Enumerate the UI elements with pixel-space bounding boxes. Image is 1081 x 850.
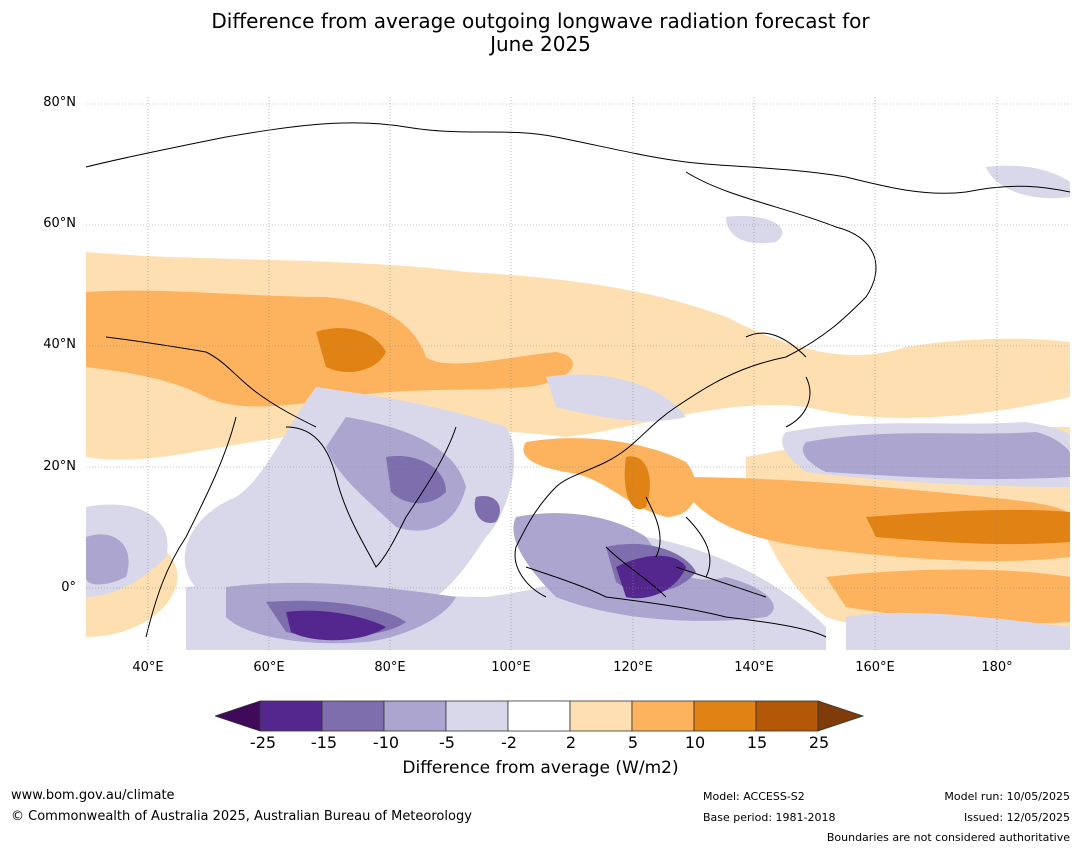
colorbar-tick: 15 bbox=[746, 733, 768, 752]
colorbar-swatch bbox=[569, 700, 633, 732]
lon-label-60e: 60°E bbox=[253, 660, 285, 675]
colorbar-tick: -15 bbox=[310, 733, 338, 752]
website-link[interactable]: www.bom.gov.au/climate bbox=[11, 788, 175, 803]
colorbar-tick: 5 bbox=[627, 733, 639, 752]
disclaimer-text: Boundaries are not considered authoritat… bbox=[826, 831, 1070, 844]
lon-label-180: 180° bbox=[981, 660, 1013, 675]
lon-label-80e: 80°E bbox=[374, 660, 406, 675]
title-line-2: June 2025 bbox=[490, 32, 591, 56]
colorbar-tick: -5 bbox=[439, 733, 455, 752]
colorbar-tick: 10 bbox=[684, 733, 706, 752]
chart-title: Difference from average outgoing longwav… bbox=[0, 10, 1081, 56]
base-period-text: Base period: 1981-2018 bbox=[703, 811, 836, 824]
anomaly-map bbox=[86, 97, 1070, 650]
model-run-text: Model run: 10/05/2025 bbox=[944, 790, 1070, 803]
lon-label-140e: 140°E bbox=[734, 660, 774, 675]
colorbar bbox=[215, 700, 865, 732]
lat-label-60n: 60°N bbox=[43, 216, 76, 231]
colorbar-extend-high bbox=[817, 700, 865, 732]
lat-label-equator: 0° bbox=[61, 580, 76, 595]
lon-label-40e: 40°E bbox=[132, 660, 164, 675]
lon-label-160e: 160°E bbox=[855, 660, 895, 675]
colorbar-swatch bbox=[755, 700, 819, 732]
graticule bbox=[86, 97, 1070, 650]
colorbar-label: Difference from average (W/m2) bbox=[402, 758, 679, 778]
lat-label-40n: 40°N bbox=[43, 337, 76, 352]
lon-label-100e: 100°E bbox=[491, 660, 531, 675]
colorbar-swatch bbox=[321, 700, 385, 732]
colorbar-extend-low bbox=[215, 700, 261, 732]
model-text: Model: ACCESS-S2 bbox=[703, 790, 805, 803]
colorbar-swatch bbox=[445, 700, 509, 732]
colorbar-swatch bbox=[693, 700, 757, 732]
positive-anomaly-dark-orange bbox=[316, 328, 1070, 545]
colorbar-swatch bbox=[259, 700, 323, 732]
lat-label-20n: 20°N bbox=[43, 459, 76, 474]
colorbar-tick: -25 bbox=[249, 733, 277, 752]
colorbar-tick: -10 bbox=[372, 733, 400, 752]
colorbar-tick: 2 bbox=[565, 733, 577, 752]
negative-anomaly-deepest-purple bbox=[286, 555, 686, 641]
colorbar-swatch bbox=[507, 700, 571, 732]
title-line-1: Difference from average outgoing longwav… bbox=[211, 9, 870, 33]
copyright-text: © Commonwealth of Australia 2025, Austra… bbox=[11, 809, 472, 824]
colorbar-swatch bbox=[383, 700, 447, 732]
issued-text: Issued: 12/05/2025 bbox=[963, 811, 1070, 824]
lon-label-120e: 120°E bbox=[613, 660, 653, 675]
lat-label-80n: 80°N bbox=[43, 95, 76, 110]
colorbar-tick: 25 bbox=[808, 733, 830, 752]
colorbar-swatch bbox=[631, 700, 695, 732]
colorbar-tick: -2 bbox=[501, 733, 517, 752]
coastlines bbox=[86, 122, 1070, 638]
